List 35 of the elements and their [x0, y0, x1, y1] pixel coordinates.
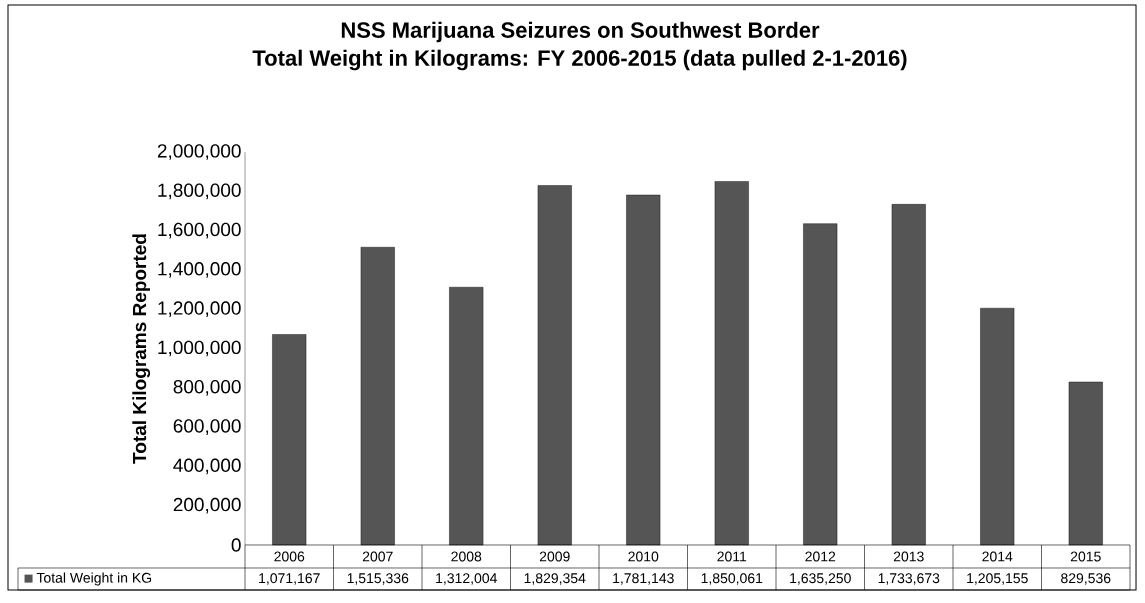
y-tick-label: 1,200,000	[158, 301, 241, 318]
x-tick-label: 2011	[717, 551, 747, 562]
x-tick-label: 2009	[539, 551, 570, 562]
y-tick-label: 1,000,000	[158, 340, 241, 357]
data-label: 1,829,354	[524, 573, 586, 585]
data-label: 1,205,155	[967, 573, 1028, 585]
x-tick-label: 2008	[451, 551, 482, 562]
y-tick-label: 200,000	[173, 497, 241, 514]
data-label: 1,071,167	[259, 573, 320, 585]
data-label: 1,781,143	[613, 573, 674, 585]
y-tick-label: 1,800,000	[158, 183, 241, 200]
x-tick-label: 2006	[274, 551, 305, 562]
chart-subtitle: Total Weight in Kilograms: FY 2006-2015 (data pulled 2-1-2016)	[252, 49, 907, 71]
x-tick-label: 2014	[982, 551, 1013, 562]
x-tick-label: 2012	[805, 551, 836, 562]
chart-title: NSS Marijuana Seizures on Southwest Border	[341, 21, 820, 43]
legend-label: Total Weight in KG	[36, 572, 152, 586]
data-label: 1,850,061	[701, 573, 763, 585]
data-label: 1,312,004	[436, 573, 497, 585]
x-tick-label: 2007	[362, 551, 393, 562]
y-tick-label: 600,000	[173, 419, 241, 435]
data-label: 1,635,250	[790, 573, 851, 585]
y-tick-label: 800,000	[173, 379, 241, 396]
y-axis-title: Total Kilograms Reported	[132, 234, 151, 464]
data-label: 1,515,336	[347, 573, 409, 585]
y-tick-label: 1,600,000	[158, 222, 241, 239]
x-tick-label: 2013	[893, 551, 924, 562]
x-tick-label: 2015	[1070, 551, 1101, 562]
y-tick-label: 2,000,000	[157, 144, 241, 160]
y-tick-label: 1,400,000	[158, 262, 241, 278]
y-tick-label: 0	[231, 538, 241, 552]
x-tick-label: 2010	[628, 551, 659, 562]
y-tick-label: 400,000	[173, 458, 241, 475]
data-label: 1,733,673	[878, 573, 940, 585]
data-label: 829,536	[1061, 573, 1111, 585]
